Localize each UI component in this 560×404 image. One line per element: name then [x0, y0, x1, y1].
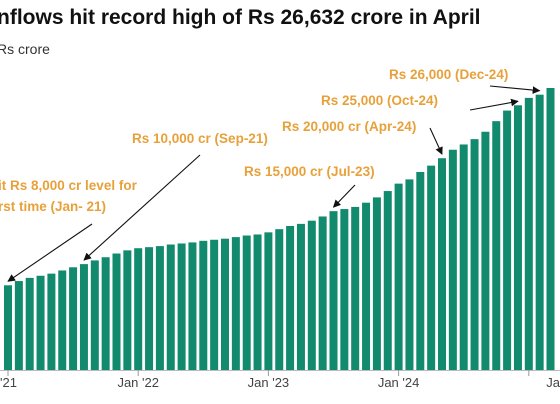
bar-18 — [199, 240, 208, 370]
chart-title: nflows hit record high of Rs 26,632 cror… — [0, 6, 480, 29]
bar-0 — [4, 285, 12, 370]
bar-39 — [427, 165, 436, 370]
bar-25 — [275, 229, 284, 370]
bar-15 — [166, 244, 175, 370]
bar-7 — [79, 264, 88, 370]
bar-31 — [340, 209, 349, 370]
x-tick-label-0: '21 — [0, 375, 17, 390]
bar-8 — [90, 260, 99, 370]
bar-44 — [481, 131, 490, 370]
x-tick-label-2: Jan '23 — [248, 375, 290, 390]
annotation-label-3: Rs 20,000 cr (Apr-24) — [282, 119, 416, 134]
bar-47 — [513, 105, 522, 370]
bar-26 — [286, 225, 295, 370]
annotations-group: it Rs 8,000 cr level for rst time (Jan- 2… — [0, 67, 541, 282]
bar-1 — [14, 281, 23, 370]
bar-12 — [134, 248, 143, 370]
x-ticks-group: '21 Jan '22 Jan '23 Jan '24 Ja — [0, 370, 560, 390]
bar-36 — [394, 183, 403, 370]
bar-41 — [448, 149, 457, 370]
bar-4 — [47, 273, 56, 370]
bar-11 — [123, 250, 132, 370]
annotation-arrow-3 — [429, 127, 443, 155]
x-tick-label-4: Ja — [546, 375, 560, 390]
annotation-label-5: Rs 26,000 (Dec-24) — [389, 67, 508, 82]
bar-40 — [438, 158, 446, 370]
annotation-label-0: it Rs 8,000 cr level for rst time (Jan- 2… — [0, 178, 138, 214]
bar-22 — [242, 235, 251, 370]
unit-label: Rs crore — [0, 41, 50, 57]
bar-17 — [188, 242, 197, 370]
bar-30 — [329, 211, 338, 370]
bar-33 — [362, 202, 371, 370]
bar-48 — [524, 97, 533, 371]
bar-24 — [264, 232, 273, 370]
bar-10 — [112, 253, 121, 370]
bar-43 — [470, 139, 479, 370]
bar-32 — [351, 206, 360, 370]
bar-45 — [492, 121, 501, 370]
bar-23 — [253, 234, 262, 370]
bar-35 — [383, 191, 392, 370]
bar-19 — [210, 239, 219, 370]
bar-42 — [459, 144, 468, 370]
bar-37 — [405, 179, 414, 370]
annotation-arrow-0 — [7, 223, 93, 282]
bars-group — [4, 88, 555, 371]
bar-38 — [416, 171, 425, 370]
bar-28 — [307, 220, 316, 370]
bar-29 — [318, 216, 327, 370]
bar-2 — [25, 277, 34, 370]
bar-50 — [546, 88, 555, 370]
x-tick-label-3: Jan '24 — [378, 375, 420, 390]
annotation-arrow-5 — [489, 85, 541, 94]
bar-6 — [69, 267, 78, 370]
annotation-arrow-2 — [332, 184, 356, 208]
bar-27 — [296, 223, 305, 370]
annotation-arrow-4 — [469, 98, 519, 111]
bar-21 — [231, 237, 240, 370]
bar-3 — [36, 275, 45, 370]
annotation-label-1: Rs 10,000 cr (Sep-21) — [132, 131, 268, 146]
bar-16 — [177, 243, 186, 370]
annotation-arrow-1 — [83, 154, 201, 261]
bar-49 — [535, 94, 544, 370]
x-tick-label-1: Jan '22 — [117, 375, 159, 390]
bar-46 — [503, 110, 512, 370]
bar-13 — [145, 247, 154, 370]
bar-14 — [155, 246, 164, 370]
bar-34 — [372, 197, 381, 370]
annotation-label-4: Rs 25,000 (Oct-24) — [321, 93, 438, 108]
bar-5 — [58, 270, 67, 370]
annotation-label-2: Rs 15,000 cr (Jul-23) — [244, 164, 375, 179]
bar-20 — [221, 238, 229, 370]
bar-9 — [101, 257, 110, 370]
